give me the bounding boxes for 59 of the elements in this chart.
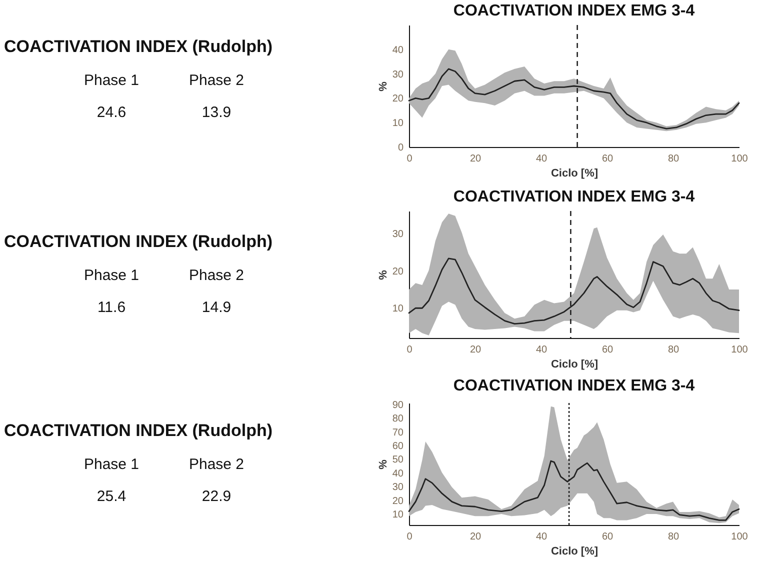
category-label: Phase 2	[188, 267, 244, 284]
y-tick-label: 50	[392, 454, 404, 466]
y-tick-label: 10	[392, 510, 404, 521]
x-tick-label: 40	[536, 344, 548, 356]
chart-title: COACTIVATION INDEX EMG 3-4	[453, 188, 695, 206]
y-tick-label: 10	[392, 304, 404, 315]
x-tick-label: 20	[470, 154, 482, 164]
y-tick-label: 20	[392, 94, 404, 105]
x-tick-label: 80	[668, 154, 680, 164]
x-tick-label: 80	[668, 344, 680, 356]
x-tick-label: 20	[470, 344, 482, 356]
category-label: Phase 1	[84, 72, 140, 89]
y-axis-title: %	[377, 81, 390, 92]
y-tick-label: 20	[392, 266, 404, 278]
x-tick-label: 60	[602, 154, 614, 164]
chart-title: COACTIVATION INDEX EMG 3-4	[453, 2, 695, 20]
text: COACTIVATION INDEX (Rudolph)	[4, 37, 273, 56]
category-label: Phase 1	[84, 456, 140, 473]
x-tick-label: 60	[602, 344, 614, 356]
y-tick-label: 30	[392, 228, 404, 240]
category-label: Phase 1	[84, 267, 140, 284]
text: COACTIVATION INDEX (Rudolph)	[4, 232, 273, 251]
y-tick-label: 80	[392, 414, 404, 425]
data-label: 25.4	[96, 488, 126, 505]
y-tick-label: 40	[392, 468, 404, 480]
chart-title: COACTIVATION INDEX EMG 3-4	[453, 377, 695, 394]
x-tick-label: 40	[536, 532, 548, 542]
y-tick-label: 70	[392, 427, 404, 438]
x-tick-label: 0	[406, 344, 413, 356]
x-tick-label: 0	[406, 532, 413, 542]
x-axis-title: Ciclo [%]	[550, 546, 598, 558]
y-axis-title: %	[377, 270, 390, 280]
x-axis-title: Ciclo [%]	[550, 358, 598, 370]
x-tick-label: 100	[731, 532, 748, 542]
x-tick-label: 0	[406, 154, 413, 164]
data-label: 11.6	[97, 299, 126, 316]
y-tick-label: 30	[392, 482, 404, 494]
x-axis-title: Ciclo [%]	[550, 168, 598, 180]
x-tick-label: 100	[731, 154, 748, 164]
data-label: 14.9	[202, 299, 232, 316]
x-tick-label: 60	[602, 532, 614, 542]
x-tick-label: 40	[536, 154, 548, 164]
data-label: 24.6	[96, 104, 126, 121]
category-label: Phase 2	[188, 456, 244, 473]
category-label: Phase 2	[188, 72, 244, 89]
y-tick-label: 40	[392, 44, 404, 56]
y-tick-label: 0	[398, 142, 404, 154]
y-tick-label: 10	[392, 118, 404, 130]
x-tick-label: 80	[668, 532, 680, 542]
y-tick-label: 60	[392, 440, 404, 452]
x-tick-label: 20	[470, 532, 482, 542]
data-label: 22.9	[202, 488, 232, 505]
y-tick-label: 90	[392, 400, 404, 411]
text: COACTIVATION INDEX (Rudolph)	[4, 421, 273, 440]
y-tick-label: 30	[392, 69, 404, 80]
y-axis-title: %	[377, 459, 390, 470]
x-tick-label: 100	[731, 344, 748, 356]
data-label: 13.9	[202, 104, 232, 121]
y-tick-label: 20	[392, 496, 404, 507]
